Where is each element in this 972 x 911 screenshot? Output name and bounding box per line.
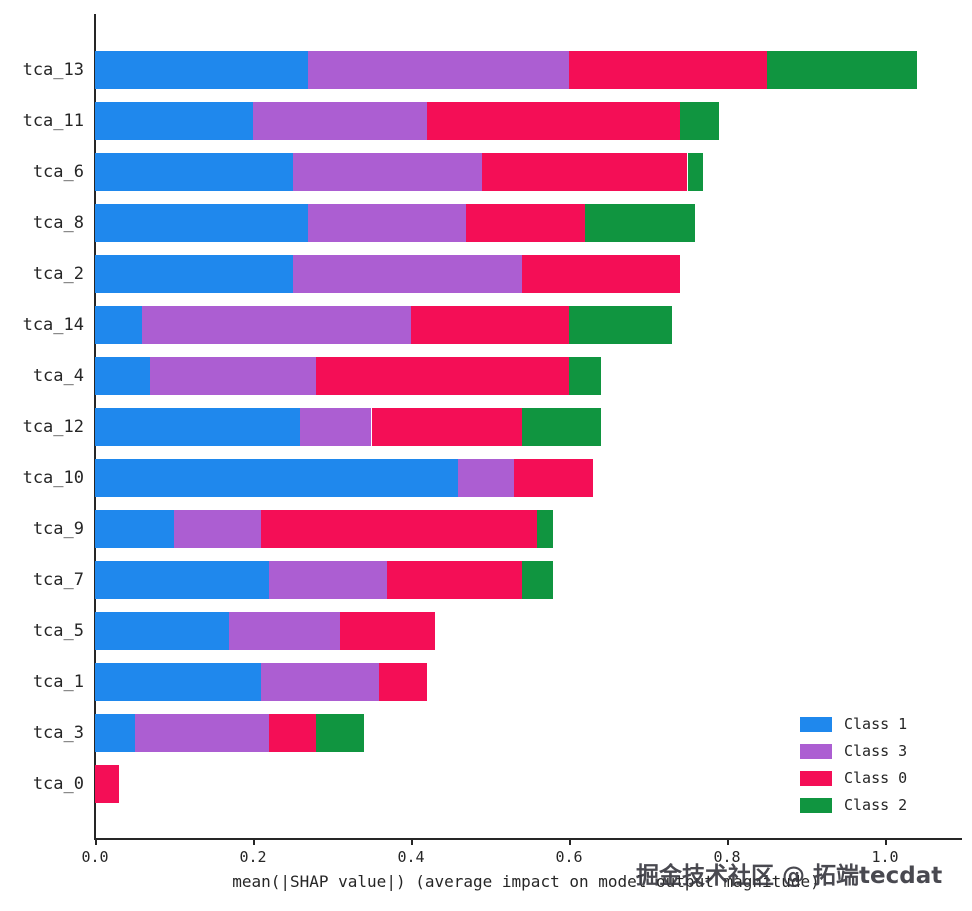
y-tick-label: tca_1 [32, 672, 84, 692]
bar-segment-class-3-tca_3 [134, 714, 269, 752]
bar-segment-class-3-tca_7 [268, 561, 388, 599]
bar-segment-class-1-tca_8 [95, 204, 309, 242]
bar-segment-class-1-tca_11 [95, 102, 253, 140]
x-axis-line [94, 838, 962, 840]
y-tick-label: tca_9 [32, 519, 84, 539]
bar-segment-class-0-tca_14 [411, 306, 569, 344]
bar-segment-class-3-tca_13 [308, 51, 569, 89]
bar-segment-class-2-tca_3 [316, 714, 364, 752]
legend-swatch [800, 770, 832, 786]
bar-segment-class-3-tca_5 [229, 612, 340, 650]
bar-segment-class-2-tca_12 [521, 408, 601, 446]
legend-swatch [800, 797, 832, 813]
x-tick-label: 0.8 [713, 848, 741, 866]
x-tick-mark [95, 839, 97, 845]
bar-segment-class-3-tca_2 [292, 255, 522, 293]
bar-segment-class-0-tca_3 [268, 714, 317, 752]
bar-segment-class-1-tca_4 [95, 357, 151, 395]
legend-label: Class 1 [844, 715, 908, 733]
x-tick-mark [727, 839, 729, 845]
bar-segment-class-3-tca_9 [174, 510, 261, 548]
bar-segment-class-1-tca_6 [95, 153, 293, 191]
legend-swatch [800, 716, 832, 732]
bar-segment-class-1-tca_13 [95, 51, 309, 89]
x-tick-label: 0.2 [239, 848, 267, 866]
bar-segment-class-2-tca_7 [521, 561, 554, 599]
y-tick-label: tca_2 [32, 264, 84, 284]
legend-label: Class 3 [844, 742, 908, 760]
legend-item: Class 0 [800, 769, 908, 787]
y-tick-label: tca_7 [32, 570, 84, 590]
bar-segment-class-2-tca_4 [569, 357, 601, 395]
bar-segment-class-0-tca_1 [379, 663, 427, 701]
bar-segment-class-3-tca_1 [260, 663, 380, 701]
bar-segment-class-1-tca_10 [95, 459, 459, 497]
legend-item: Class 2 [800, 796, 908, 814]
x-axis-title: mean(|SHAP value|) (average impact on mo… [232, 872, 820, 891]
bar-segment-class-0-tca_9 [260, 510, 538, 548]
y-tick-label: tca_6 [32, 162, 84, 182]
bar-segment-class-1-tca_14 [95, 306, 143, 344]
y-tick-label: tca_4 [32, 366, 84, 386]
x-tick-mark [885, 839, 887, 845]
bar-segment-class-2-tca_11 [679, 102, 720, 140]
y-tick-label: tca_3 [32, 723, 84, 743]
bar-segment-class-3-tca_4 [150, 357, 317, 395]
y-tick-label: tca_12 [22, 417, 84, 437]
bar-segment-class-0-tca_11 [426, 102, 680, 140]
legend-swatch [800, 743, 832, 759]
bar-segment-class-1-tca_1 [95, 663, 261, 701]
watermark-text: 掘金技术社区 @ 拓端tecdat [636, 863, 943, 889]
legend-label: Class 0 [844, 769, 908, 787]
y-tick-label: tca_14 [22, 315, 84, 335]
x-tick-mark [569, 839, 571, 845]
legend-label: Class 2 [844, 796, 908, 814]
legend-item: Class 3 [800, 742, 908, 760]
bar-segment-class-0-tca_6 [482, 153, 688, 191]
x-tick-label: 0.4 [397, 848, 425, 866]
bar-segment-class-0-tca_10 [513, 459, 593, 497]
x-tick-label: 1.0 [871, 848, 899, 866]
bar-segment-class-3-tca_10 [458, 459, 514, 497]
bar-segment-class-3-tca_6 [292, 153, 483, 191]
bar-segment-class-2-tca_13 [766, 51, 917, 89]
legend: Class 1 Class 3 Class 0 Class 2 [800, 715, 908, 814]
bar-segment-class-3-tca_14 [142, 306, 411, 344]
bar-segment-class-0-tca_7 [387, 561, 522, 599]
y-tick-label: tca_8 [32, 213, 84, 233]
bar-segment-class-0-tca_8 [466, 204, 585, 242]
y-tick-label: tca_0 [32, 774, 84, 794]
bar-segment-class-3-tca_8 [308, 204, 467, 242]
y-tick-label: tca_10 [22, 468, 84, 488]
bar-segment-class-1-tca_7 [95, 561, 269, 599]
bar-segment-class-1-tca_12 [95, 408, 301, 446]
x-tick-mark [411, 839, 413, 845]
bar-segment-class-1-tca_9 [95, 510, 174, 548]
bar-segment-class-1-tca_2 [95, 255, 293, 293]
y-tick-label: tca_13 [22, 60, 84, 80]
bar-segment-class-1-tca_5 [95, 612, 230, 650]
y-tick-label: tca_5 [32, 621, 84, 641]
bar-segment-class-1-tca_3 [95, 714, 135, 752]
legend-item: Class 1 [800, 715, 908, 733]
bar-segment-class-2-tca_9 [537, 510, 554, 548]
bar-segment-class-0-tca_0 [95, 765, 119, 803]
bar-segment-class-0-tca_12 [371, 408, 522, 446]
bar-segment-class-2-tca_14 [569, 306, 672, 344]
x-tick-mark [253, 839, 255, 845]
y-tick-label: tca_11 [22, 111, 84, 131]
x-tick-label: 0.0 [81, 848, 109, 866]
bar-segment-class-3-tca_11 [253, 102, 427, 140]
bar-segment-class-2-tca_8 [584, 204, 696, 242]
bar-segment-class-3-tca_12 [300, 408, 372, 446]
bar-segment-class-0-tca_4 [316, 357, 569, 395]
bar-segment-class-0-tca_2 [521, 255, 680, 293]
bar-segment-class-0-tca_5 [339, 612, 435, 650]
bar-segment-class-2-tca_6 [687, 153, 704, 191]
x-tick-label: 0.6 [555, 848, 583, 866]
bar-segment-class-0-tca_13 [569, 51, 767, 89]
